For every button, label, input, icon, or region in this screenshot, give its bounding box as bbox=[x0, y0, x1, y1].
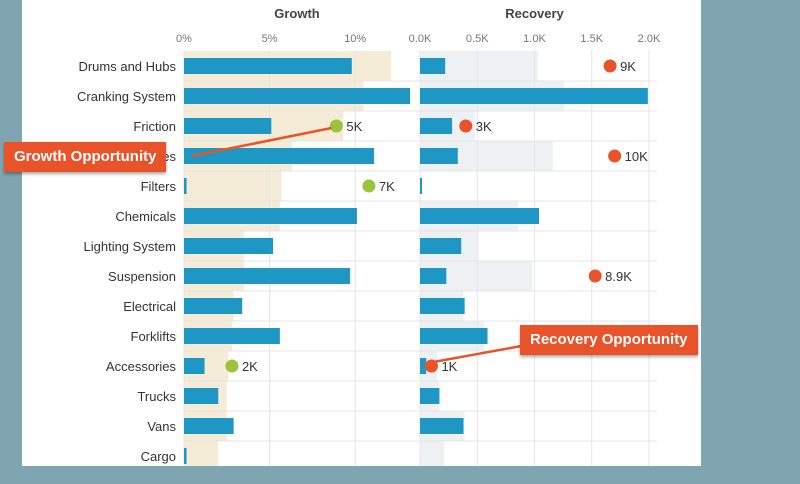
growth-panel-title: Growth bbox=[274, 6, 320, 21]
growth-bar bbox=[184, 388, 219, 404]
growth-marker bbox=[329, 119, 343, 133]
growth-tick-label: 10% bbox=[344, 33, 366, 45]
growth-bar bbox=[184, 448, 187, 464]
growth-bar bbox=[184, 268, 351, 284]
recovery-tick-label: 1.5K bbox=[580, 33, 603, 45]
growth-callout-pointer bbox=[191, 126, 332, 158]
growth-opportunity-callout: Growth Opportunity bbox=[4, 142, 167, 172]
recovery-bar bbox=[420, 178, 422, 194]
growth-bar bbox=[184, 358, 205, 374]
recovery-marker-label: 1K bbox=[441, 359, 457, 374]
recovery-bar bbox=[420, 148, 458, 164]
recovery-bar bbox=[420, 208, 540, 224]
recovery-callout-pointer bbox=[433, 343, 528, 364]
growth-bar bbox=[184, 58, 352, 74]
category-label: Chemicals bbox=[115, 209, 176, 224]
growth-bar bbox=[184, 178, 187, 194]
recovery-marker bbox=[603, 59, 617, 73]
category-label: Trucks bbox=[137, 389, 176, 404]
category-label: Cargo bbox=[141, 449, 176, 464]
category-label: Lighting System bbox=[84, 239, 177, 254]
growth-bar bbox=[184, 328, 280, 344]
category-label: Forklifts bbox=[131, 329, 177, 344]
category-label: Filters bbox=[141, 179, 177, 194]
growth-marker bbox=[362, 179, 376, 193]
recovery-tick-label: 2.0K bbox=[638, 33, 661, 45]
recovery-tick-label: 0.5K bbox=[466, 33, 489, 45]
growth-bar bbox=[184, 238, 274, 254]
recovery-bar bbox=[420, 238, 462, 254]
recovery-bar bbox=[420, 388, 440, 404]
recovery-bar bbox=[420, 268, 447, 284]
growth-marker-label: 7K bbox=[379, 179, 395, 194]
recovery-opportunity-callout: Recovery Opportunity bbox=[520, 325, 698, 355]
recovery-background-bar bbox=[420, 441, 445, 466]
recovery-marker-label: 10K bbox=[625, 149, 648, 164]
recovery-bar bbox=[420, 298, 465, 314]
recovery-bar bbox=[420, 328, 488, 344]
growth-marker bbox=[225, 359, 239, 373]
recovery-marker bbox=[608, 149, 622, 163]
recovery-tick-label: 1.0K bbox=[523, 33, 546, 45]
recovery-bar bbox=[420, 118, 453, 134]
recovery-bar bbox=[420, 418, 464, 434]
recovery-opportunity-label: Recovery Opportunity bbox=[530, 331, 688, 348]
recovery-marker bbox=[588, 269, 602, 283]
bar-chart: Growth 0% 5% 10% 5K 7K 2K Recovery 0.0K 0.5K 1.0K 1… bbox=[77, 6, 661, 466]
recovery-panel-title: Recovery bbox=[505, 6, 564, 21]
category-label: Drums and Hubs bbox=[78, 59, 176, 74]
growth-bar bbox=[184, 88, 410, 104]
growth-bar bbox=[184, 148, 375, 164]
growth-tick-label: 5% bbox=[262, 33, 278, 45]
category-label: Vans bbox=[147, 419, 176, 434]
growth-bar bbox=[184, 298, 243, 314]
category-label: Cranking System bbox=[77, 89, 176, 104]
category-label: Accessories bbox=[106, 359, 177, 374]
recovery-marker-label: 9K bbox=[620, 59, 636, 74]
growth-background-bar bbox=[184, 171, 282, 201]
growth-tick-label: 0% bbox=[176, 33, 192, 45]
growth-background-bar bbox=[184, 441, 219, 466]
growth-bar bbox=[184, 208, 357, 224]
recovery-marker-label: 8.9K bbox=[605, 269, 632, 284]
growth-opportunity-label: Growth Opportunity bbox=[14, 148, 157, 165]
growth-marker-label: 2K bbox=[242, 359, 258, 374]
recovery-marker-label: 3K bbox=[476, 119, 492, 134]
growth-bar bbox=[184, 418, 234, 434]
recovery-bar bbox=[420, 88, 648, 104]
category-label: Friction bbox=[133, 119, 176, 134]
category-label: Suspension bbox=[108, 269, 176, 284]
recovery-tick-label: 0.0K bbox=[409, 33, 432, 45]
recovery-bar bbox=[420, 358, 427, 374]
recovery-marker bbox=[459, 119, 473, 133]
recovery-bar bbox=[420, 58, 446, 74]
chart-panel: Growth 0% 5% 10% 5K 7K 2K Recovery 0.0K 0.5K 1.0K 1… bbox=[22, 0, 701, 466]
growth-marker-label: 5K bbox=[346, 119, 362, 134]
growth-bar bbox=[184, 118, 272, 134]
category-label: Electrical bbox=[123, 299, 176, 314]
